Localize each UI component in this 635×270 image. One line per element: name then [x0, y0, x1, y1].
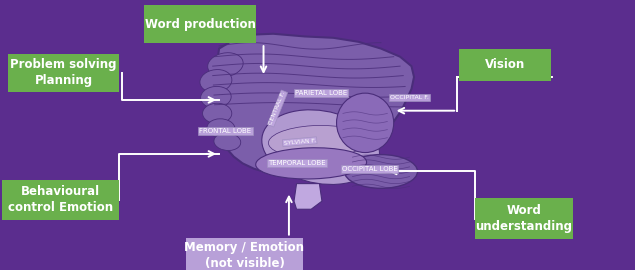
Ellipse shape: [262, 110, 380, 184]
FancyBboxPatch shape: [185, 238, 304, 270]
Ellipse shape: [203, 103, 232, 124]
Text: CENTRAL F.: CENTRAL F.: [269, 91, 286, 126]
Text: Word
understanding: Word understanding: [476, 204, 572, 233]
Ellipse shape: [344, 154, 418, 188]
Ellipse shape: [256, 148, 366, 179]
FancyBboxPatch shape: [2, 180, 119, 220]
Text: Behavioural
control Emotion: Behavioural control Emotion: [8, 185, 113, 214]
Text: PARIETAL LOBE: PARIETAL LOBE: [295, 90, 347, 96]
Polygon shape: [210, 34, 414, 175]
Ellipse shape: [214, 133, 241, 150]
Polygon shape: [294, 184, 322, 209]
Ellipse shape: [200, 70, 232, 92]
Ellipse shape: [337, 93, 394, 153]
Text: Vision: Vision: [485, 58, 525, 71]
Text: Problem solving
Planning: Problem solving Planning: [10, 58, 117, 87]
Text: OCCIPITAL F.: OCCIPITAL F.: [390, 95, 429, 100]
Text: Word production: Word production: [145, 18, 255, 31]
Ellipse shape: [208, 53, 243, 77]
Ellipse shape: [201, 86, 231, 108]
Text: SYLVIAN F.: SYLVIAN F.: [283, 138, 316, 146]
FancyBboxPatch shape: [145, 5, 255, 43]
Text: OCCIPITAL LOBE: OCCIPITAL LOBE: [342, 166, 398, 172]
FancyBboxPatch shape: [458, 49, 551, 81]
Text: FRONTAL LOBE: FRONTAL LOBE: [199, 128, 251, 134]
Ellipse shape: [207, 119, 235, 138]
Text: Memory / Emotion
(not visible): Memory / Emotion (not visible): [185, 241, 304, 270]
FancyBboxPatch shape: [474, 198, 573, 239]
Ellipse shape: [269, 126, 366, 158]
FancyBboxPatch shape: [8, 54, 119, 92]
Text: TEMPORAL LOBE: TEMPORAL LOBE: [269, 160, 326, 166]
